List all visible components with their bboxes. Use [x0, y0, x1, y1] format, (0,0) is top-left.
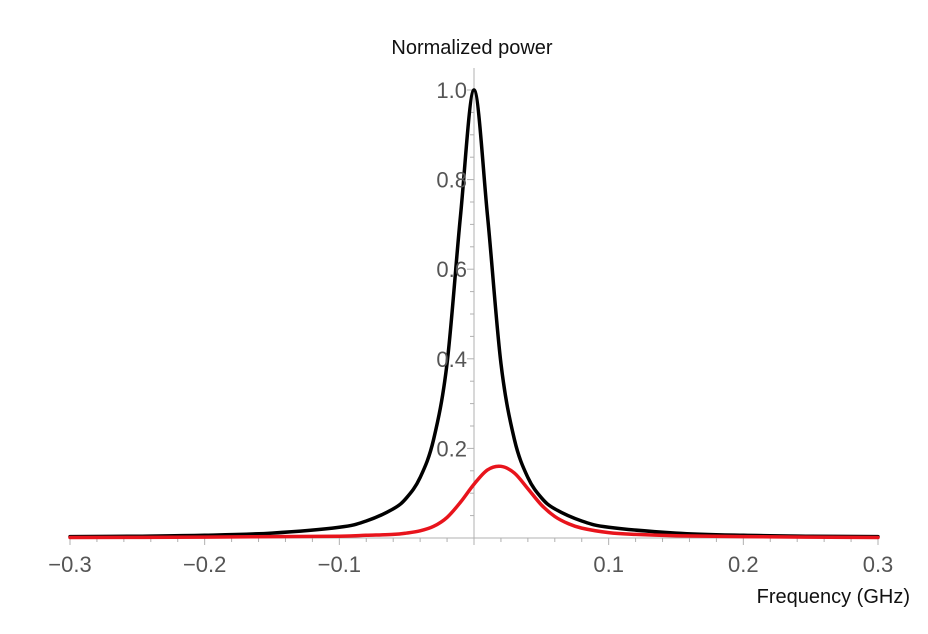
y-tick-label: 0.6 [436, 257, 467, 282]
x-tick-label: 0.1 [593, 552, 624, 577]
tick-labels: −0.3 −0.2 −0.1 0.1 0.2 0.3 0.2 0.4 0.6 0.8 1.0 [48, 78, 893, 577]
y-tick-label: 0.8 [436, 168, 467, 193]
x-tick-label: −0.2 [183, 552, 226, 577]
x-tick-label: −0.1 [318, 552, 361, 577]
y-axis-title: Normalized power [391, 37, 553, 59]
x-tick-label: 0.3 [863, 552, 894, 577]
series-line-black [68, 88, 880, 539]
x-tick-label: 0.2 [728, 552, 759, 577]
x-axis-title: Frequency (GHz) [757, 586, 910, 608]
series-layer [68, 88, 880, 540]
y-tick-label: 0.2 [436, 436, 467, 461]
x-tick-label: −0.3 [48, 552, 91, 577]
y-tick-label: 0.4 [436, 347, 467, 372]
y-tick-label: 1.0 [436, 78, 467, 103]
series-line-red [68, 464, 880, 540]
axes [69, 68, 879, 545]
